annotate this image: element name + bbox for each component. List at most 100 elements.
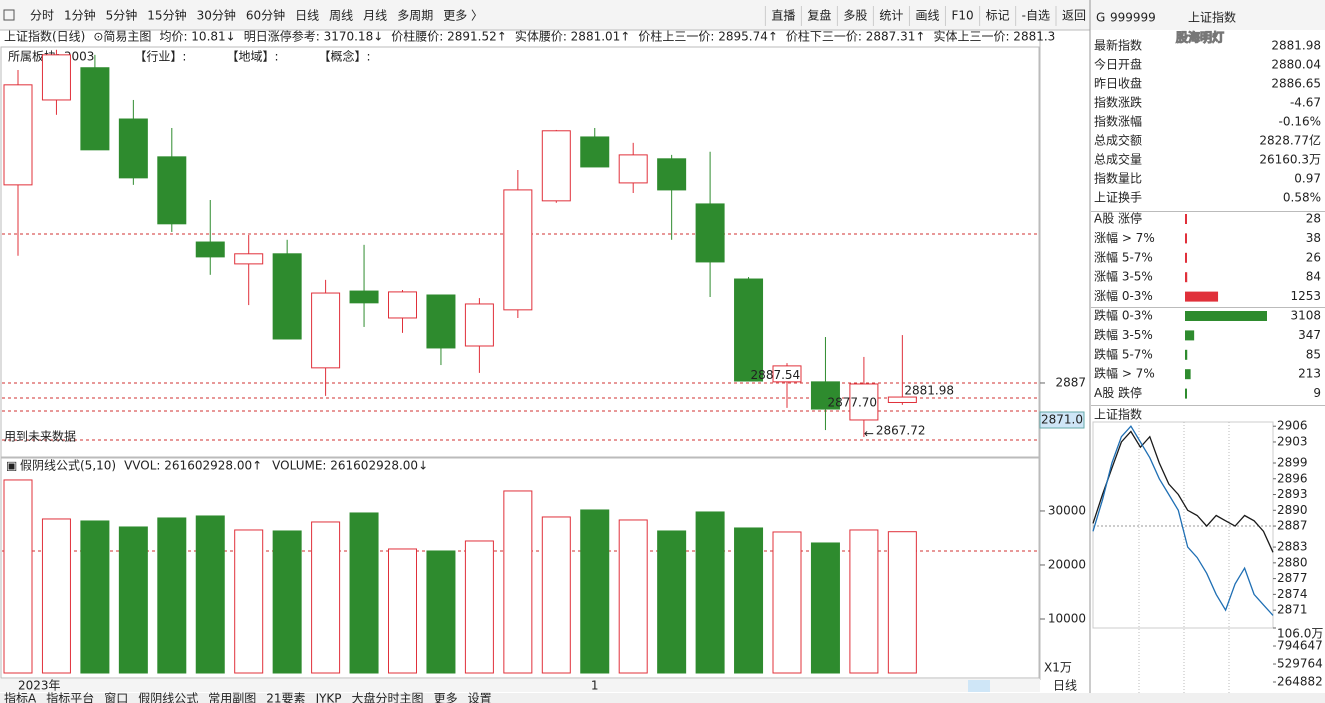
toolbar-bg [0, 0, 1325, 30]
period-tab[interactable]: 15分钟 [147, 8, 186, 23]
candle-body [541, 130, 571, 202]
volume-bar [157, 517, 187, 674]
period-tab[interactable]: 更多 〉 [443, 9, 483, 23]
scroll-box[interactable] [968, 680, 990, 692]
tabs-bg [0, 693, 1325, 703]
bottom-tab[interactable]: 大盘分时主图 [352, 691, 424, 703]
bottom-tab[interactable]: 更多 [434, 692, 458, 703]
info-arrow: ↓ [373, 30, 383, 44]
period-tab[interactable]: 30分钟 [197, 8, 236, 23]
candle-body [157, 156, 187, 225]
bottom-tab[interactable]: 窗口 [104, 692, 128, 703]
intraday-line [1092, 430, 1274, 553]
period-tab[interactable]: 5分钟 [106, 8, 138, 23]
vol-icon: ▣ [6, 459, 17, 473]
info-arrow: ↑ [915, 30, 925, 44]
breadth-bar [1185, 272, 1188, 283]
note: 用到未来数据 [4, 429, 76, 444]
y-tick-label: 2893 [1277, 487, 1308, 501]
v-tick-label: 529764 [1277, 657, 1323, 671]
info-item: 价柱腰价: 2891.52 [391, 29, 496, 44]
status: 日线 [1053, 679, 1077, 693]
quote-value: 2886.65 [1271, 77, 1321, 91]
quote-label: 昨日收盘 [1094, 76, 1142, 91]
tool-button[interactable]: 复盘 [807, 8, 831, 23]
vol-legend: VVOL: 261602928.00 [124, 459, 252, 473]
tool-button[interactable]: 返回 [1062, 9, 1086, 23]
breadth-label: 跌幅 5-7% [1094, 346, 1153, 361]
bottom-tab[interactable]: JYKP [315, 692, 342, 703]
bottom-tab[interactable]: 21要素 [266, 692, 305, 703]
breadth-value: 3108 [1290, 309, 1321, 323]
bottom-tab[interactable]: 假阴线公式 [138, 692, 198, 703]
volume-bar [195, 515, 225, 674]
candle-body [272, 253, 302, 340]
candle-body [349, 290, 379, 304]
period-tab[interactable]: 多周期 [397, 9, 433, 23]
volume-bar [3, 479, 33, 674]
volume-bar [503, 490, 533, 674]
bottom-tab[interactable]: 常用副图 [208, 692, 256, 703]
breadth-bar [1185, 233, 1187, 244]
y-tick-label: 2887 [1277, 519, 1308, 533]
quote-label: 指数量比 [1094, 171, 1142, 186]
intraday-line [1092, 425, 1274, 616]
candle-body [772, 365, 802, 383]
sep [1091, 307, 1325, 308]
quote-value: 2880.04 [1271, 58, 1321, 72]
candle-body [618, 154, 648, 184]
volume-bar [388, 548, 417, 674]
volume-bar [426, 550, 456, 674]
volume-bar [772, 531, 802, 674]
tool-button[interactable]: -自选 [1022, 9, 1050, 23]
menu-icon[interactable] [3, 9, 15, 21]
quote-value: 0.58% [1283, 191, 1321, 205]
annotation-arrow: ← [864, 427, 874, 441]
tool-button[interactable]: F10 [951, 9, 973, 23]
volume-bar [618, 519, 648, 674]
vol-arrow: ↑ [252, 459, 262, 473]
breadth-value: 38 [1306, 231, 1321, 245]
quote-label: 总成交额 [1094, 133, 1142, 148]
tool-button[interactable]: 统计 [879, 9, 903, 23]
sep [1091, 211, 1325, 212]
candle-body [195, 241, 225, 258]
price-annotation: 2877.70 [827, 396, 877, 410]
period-tab[interactable]: 60分钟 [246, 8, 285, 23]
breadth-label: A股 涨停 [1094, 211, 1142, 226]
tool-button[interactable]: 标记 [986, 9, 1010, 23]
period-tab[interactable]: 分时 [30, 9, 54, 23]
quote-label: 总成交量 [1094, 152, 1142, 167]
breadth-label: 涨幅 5-7% [1094, 249, 1153, 264]
period-tab[interactable]: 周线 [329, 9, 353, 23]
breadth-bar [1185, 252, 1187, 263]
bottom-tab[interactable]: 指标A [4, 691, 37, 703]
sector-item: 【行业】: [134, 50, 186, 64]
period-tab[interactable]: 1分钟 [64, 8, 96, 23]
y-tick-label: 2896 [1277, 471, 1308, 485]
candle-body [41, 54, 71, 101]
tool-button[interactable]: 画线 [915, 9, 939, 23]
tool-button[interactable]: 多股 [843, 9, 867, 23]
y-tick-label: 2874 [1277, 587, 1308, 601]
info-item: 均价: 10.81 [159, 30, 225, 44]
y-tick-label: 10000 [1048, 611, 1086, 625]
bottom-tab[interactable]: 设置 [468, 692, 492, 703]
quote-label: 上证换手 [1094, 191, 1142, 205]
info-item: 实体上三一价: 2881.3 [933, 29, 1055, 44]
y-tick-label: 2890 [1277, 503, 1308, 517]
name: 上证指数 [1188, 10, 1236, 25]
period-tab[interactable]: 日线 [295, 9, 319, 23]
time-axis-bg [0, 679, 1040, 692]
breadth-bar [1185, 214, 1187, 224]
breadth-bar [1185, 291, 1219, 302]
period-tab[interactable]: 月线 [363, 9, 387, 23]
breadth-value: 84 [1306, 270, 1321, 284]
candle-body [80, 67, 110, 151]
v-tick-label: 106.0万 [1277, 627, 1323, 641]
quote-value: 2828.77亿 [1259, 133, 1321, 148]
volume-bar [41, 518, 71, 674]
tool-button[interactable]: 直播 [771, 9, 795, 23]
candle-body [311, 292, 341, 369]
bottom-tab[interactable]: 指标平台 [46, 691, 94, 703]
